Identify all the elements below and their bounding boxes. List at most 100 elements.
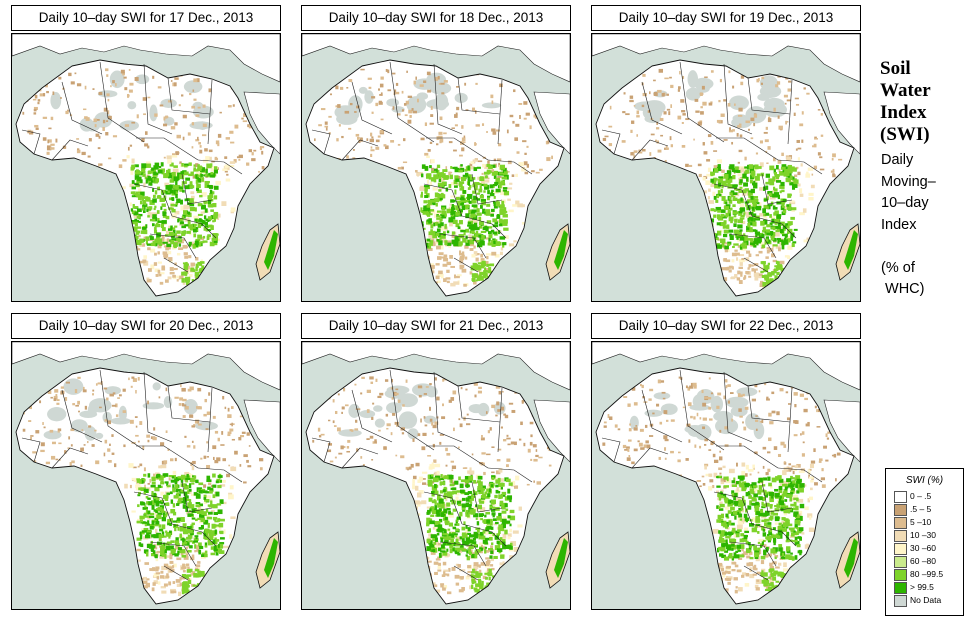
wet-pixel: [193, 233, 197, 238]
dry-pixel: [512, 120, 515, 124]
moderate-pixel: [800, 163, 803, 167]
wet-pixel: [425, 206, 431, 211]
moderate-pixel: [182, 281, 186, 285]
wet-pixel: [504, 529, 508, 535]
wet-pixel: [160, 206, 163, 210]
wet-pixel: [160, 481, 165, 485]
dry-pixel: [469, 237, 473, 241]
moderate-pixel: [504, 235, 509, 239]
dry-pixel: [479, 462, 484, 465]
wet-pixel: [714, 184, 719, 189]
dry-pixel: [191, 105, 196, 109]
wet-pixel: [775, 165, 779, 170]
dry-pixel: [750, 117, 755, 122]
dry-pixel: [346, 445, 350, 449]
wet-pixel: [498, 494, 502, 500]
dry-pixel: [451, 566, 456, 571]
wet-pixel: [493, 555, 498, 560]
wet-pixel: [157, 473, 161, 478]
africa-coastline: [305, 59, 565, 297]
wet-pixel: [737, 224, 743, 229]
dry-pixel: [434, 377, 437, 381]
wet-pixel: [158, 538, 162, 542]
wet-pixel: [454, 547, 460, 551]
wet-pixel: [746, 199, 751, 204]
dry-pixel: [473, 280, 477, 285]
wet-pixel: [179, 526, 184, 532]
wet-pixel: [488, 576, 491, 581]
wet-pixel: [193, 164, 196, 167]
dry-pixel: [202, 104, 206, 108]
wet-pixel: [732, 197, 738, 202]
moderate-pixel: [508, 209, 514, 213]
moderate-pixel: [515, 475, 520, 481]
wet-pixel: [475, 549, 481, 553]
wet-pixel: [482, 485, 486, 489]
wet-pixel: [459, 483, 464, 489]
dry-pixel: [186, 563, 190, 566]
country-border: [61, 81, 103, 135]
wet-pixel: [207, 173, 212, 178]
wet-pixel: [212, 202, 217, 208]
wet-pixel: [180, 489, 184, 493]
dry-pixel: [42, 422, 44, 425]
dry-pixel: [83, 108, 87, 111]
wet-pixel: [782, 198, 787, 202]
dry-pixel: [664, 77, 669, 80]
dry-pixel: [70, 444, 73, 447]
moderate-pixel: [176, 252, 181, 256]
wet-pixel: [136, 171, 142, 175]
wet-pixel: [211, 523, 216, 529]
dry-pixel: [513, 89, 516, 93]
wet-pixel: [187, 579, 192, 585]
wet-pixel: [170, 479, 175, 483]
wet-pixel: [133, 235, 139, 240]
wet-pixel: [162, 241, 168, 244]
dry-pixel: [758, 390, 761, 393]
moderate-pixel: [222, 545, 229, 549]
wet-pixel: [155, 497, 160, 501]
dry-pixel: [406, 70, 408, 73]
dry-pixel: [438, 135, 443, 140]
moderate-pixel: [131, 477, 137, 481]
dry-pixel: [740, 273, 743, 277]
wet-pixel: [196, 183, 201, 189]
wet-pixel: [188, 198, 194, 203]
wet-pixel: [140, 521, 146, 524]
wet-pixel: [468, 209, 473, 215]
wet-pixel: [134, 220, 139, 223]
moderate-pixel: [806, 171, 809, 175]
dry-pixel: [147, 482, 150, 485]
wet-pixel: [716, 244, 722, 249]
wet-pixel: [781, 202, 785, 207]
dry-pixel: [407, 95, 413, 98]
wet-pixel: [458, 234, 464, 239]
wet-pixel: [175, 202, 179, 205]
moderate-pixel: [469, 467, 472, 473]
dry-pixel: [390, 432, 393, 436]
wet-pixel: [474, 550, 479, 555]
dry-pixel: [495, 385, 501, 389]
moderate-pixel: [223, 529, 226, 534]
dry-pixel: [474, 142, 476, 146]
country-border: [723, 63, 753, 135]
dry-pixel: [669, 136, 672, 141]
wet-pixel: [501, 494, 506, 497]
wet-pixel: [179, 188, 183, 192]
country-border: [99, 61, 145, 143]
wet-pixel: [164, 496, 169, 501]
wet-pixel: [151, 504, 155, 510]
wet-pixel: [499, 183, 502, 189]
wet-pixel: [144, 176, 148, 180]
country-border: [471, 173, 503, 205]
wet-pixel: [173, 190, 176, 195]
wet-pixel: [202, 167, 206, 172]
wet-pixel: [174, 204, 178, 207]
dry-pixel: [441, 416, 446, 420]
dry-pixel: [665, 145, 668, 150]
wet-pixel: [192, 584, 198, 587]
wet-pixel: [150, 484, 156, 488]
wet-pixel: [185, 589, 190, 594]
moderate-pixel: [521, 221, 527, 225]
moderate-pixel: [763, 214, 768, 219]
